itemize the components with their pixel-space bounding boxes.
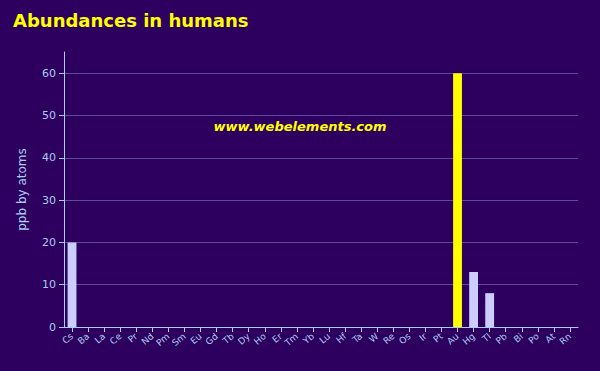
svg-text:At: At [543,331,557,345]
svg-text:Tb: Tb [220,331,236,347]
svg-text:Cs: Cs [60,331,75,346]
svg-text:Hf: Hf [334,331,349,346]
svg-text:ppb by atoms: ppb by atoms [15,148,29,231]
svg-text:Re: Re [381,331,397,346]
svg-text:Ho: Ho [252,331,268,347]
svg-text:Yb: Yb [300,331,316,347]
svg-text:Pm: Pm [154,331,171,348]
svg-text:Hg: Hg [461,331,477,347]
svg-text:Dy: Dy [236,331,252,347]
svg-text:20: 20 [42,236,56,249]
svg-text:Tm: Tm [282,331,300,348]
svg-text:Tl: Tl [480,331,493,344]
svg-text:Pb: Pb [494,331,509,346]
svg-text:30: 30 [42,194,56,207]
svg-text:W: W [367,331,380,344]
svg-text:Eu: Eu [189,331,204,346]
svg-text:La: La [93,331,107,345]
svg-text:Gd: Gd [204,331,220,347]
svg-text:Pr: Pr [126,331,140,345]
svg-text:Ce: Ce [108,331,124,347]
svg-text:Abundances in humans: Abundances in humans [13,10,248,31]
svg-text:Ir: Ir [417,331,429,343]
svg-text:60: 60 [42,67,56,80]
svg-text:Lu: Lu [318,331,333,345]
svg-text:40: 40 [42,151,56,164]
svg-text:Au: Au [445,331,461,346]
svg-text:www.webelements.com: www.webelements.com [213,119,386,134]
svg-text:Nd: Nd [140,331,156,347]
svg-text:Sm: Sm [170,331,188,348]
svg-text:Rn: Rn [558,331,574,346]
svg-text:Pt: Pt [431,331,445,345]
svg-text:0: 0 [49,321,56,334]
svg-text:Po: Po [526,331,541,346]
svg-text:Os: Os [397,331,413,346]
svg-text:Ta: Ta [350,331,364,345]
svg-text:Bi: Bi [512,331,525,344]
svg-text:Er: Er [270,331,284,345]
svg-text:Ba: Ba [76,331,91,346]
svg-text:50: 50 [42,109,56,122]
svg-text:10: 10 [42,278,56,291]
